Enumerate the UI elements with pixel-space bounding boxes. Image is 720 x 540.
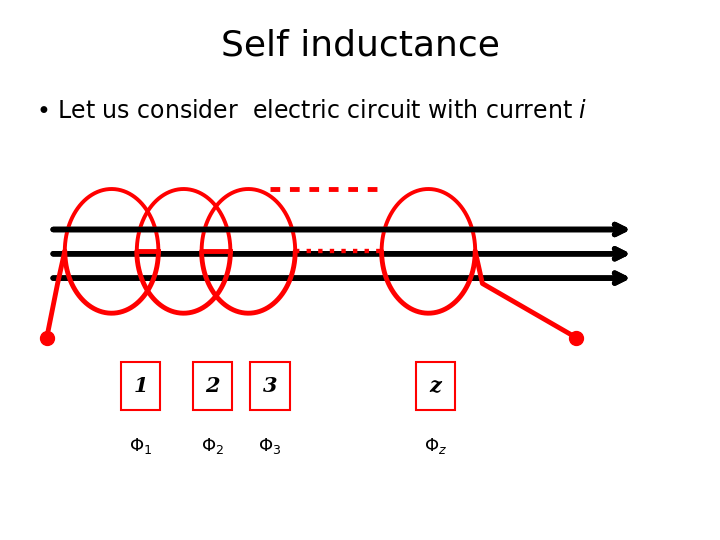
FancyBboxPatch shape: [121, 362, 160, 410]
Text: $\Phi_{3}$: $\Phi_{3}$: [258, 435, 282, 456]
Text: • Let us consider  electric circuit with current $\mathit{i}$: • Let us consider electric circuit with …: [36, 99, 588, 123]
Text: z: z: [430, 376, 441, 396]
Point: [570, 333, 582, 342]
Point: [41, 333, 53, 342]
Text: 1: 1: [133, 376, 148, 396]
Text: Self inductance: Self inductance: [220, 29, 500, 63]
Text: 2: 2: [205, 376, 220, 396]
FancyBboxPatch shape: [192, 362, 232, 410]
Text: 3: 3: [263, 376, 277, 396]
Text: $\Phi_{1}$: $\Phi_{1}$: [129, 435, 152, 456]
Text: $\Phi_{2}$: $\Phi_{2}$: [201, 435, 224, 456]
FancyBboxPatch shape: [416, 362, 456, 410]
Text: $\Phi_{z}$: $\Phi_{z}$: [424, 435, 447, 456]
FancyBboxPatch shape: [251, 362, 289, 410]
